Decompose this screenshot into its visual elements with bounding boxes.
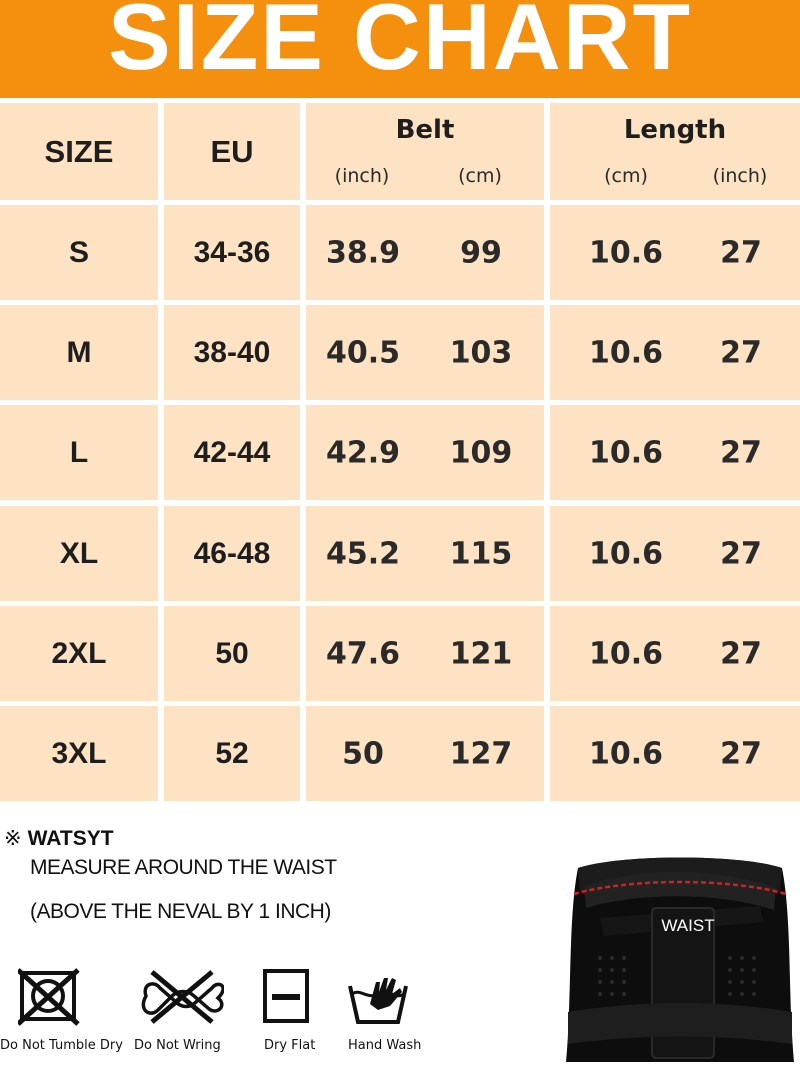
care-label-no-wring: Do Not Wring — [134, 1038, 221, 1053]
cell-eu-value: 46-48 — [193, 536, 271, 570]
header-belt-unit-cm: (cm) — [458, 165, 502, 187]
cell-belt-inch: 42.9 — [325, 435, 401, 470]
reference-mark: ※ — [4, 827, 22, 850]
cell-length: 10.6 27 — [550, 506, 800, 601]
cell-length-cm: 10.6 — [588, 536, 664, 571]
cell-size-value: S — [68, 235, 89, 269]
brand-line: ※ WATSYT — [4, 826, 114, 851]
cell-belt-cm: 121 — [449, 636, 513, 671]
cell-eu: 50 — [164, 606, 300, 701]
no-tumble-dry-icon — [18, 968, 80, 1026]
measure-instruction: MEASURE AROUND THE WAIST — [30, 856, 337, 879]
cell-belt-inch: 40.5 — [325, 335, 401, 370]
cell-size-value: 2XL — [51, 636, 107, 670]
cell-eu: 42-44 — [164, 405, 300, 500]
cell-eu-value: 34-36 — [193, 235, 271, 269]
cell-eu: 38-40 — [164, 305, 300, 400]
care-section: ※ WATSYT MEASURE AROUND THE WAIST (ABOVE … — [0, 802, 800, 1066]
brand-name: WATSYT — [27, 827, 114, 850]
cell-eu: 52 — [164, 706, 300, 801]
header-eu: EU — [164, 103, 300, 200]
cell-size: 3XL — [0, 706, 158, 801]
cell-eu-value: 42-44 — [193, 435, 271, 469]
header-belt-label: Belt — [395, 115, 455, 145]
header-belt: Belt (inch) (cm) — [306, 103, 544, 200]
cell-length: 10.6 27 — [550, 305, 800, 400]
cell-belt-cm: 127 — [449, 736, 513, 771]
care-label-no-tumble-dry: Do Not Tumble Dry — [0, 1038, 123, 1053]
cell-length-inch: 27 — [720, 536, 762, 571]
size-chart-banner: SIZE CHART — [0, 0, 800, 98]
cell-size: XL — [0, 506, 158, 601]
cell-belt-cm: 103 — [449, 335, 513, 370]
size-table: SIZE EU Belt (inch) (cm) Length (cm) (in… — [0, 98, 800, 802]
cell-eu-value: 38-40 — [193, 335, 271, 369]
cell-belt-inch: 50 — [342, 736, 384, 771]
cell-eu: 34-36 — [164, 205, 300, 300]
cell-belt: 40.5 103 — [306, 305, 544, 400]
waist-label: WAIST — [661, 916, 714, 935]
cell-size: S — [0, 205, 158, 300]
dry-flat-icon — [263, 969, 309, 1023]
cell-size: L — [0, 405, 158, 500]
hand-wash-icon — [348, 978, 408, 1024]
waist-trainer-image: WAIST — [566, 857, 794, 1062]
cell-length-cm: 10.6 — [588, 636, 664, 671]
cell-size-value: L — [69, 435, 89, 469]
cell-belt-inch: 47.6 — [325, 636, 401, 671]
cell-length-inch: 27 — [720, 235, 762, 270]
page-title: SIZE CHART — [108, 0, 692, 89]
care-label-hand-wash: Hand Wash — [348, 1038, 422, 1053]
header-length-unit-cm: (cm) — [604, 165, 648, 187]
measure-note: (ABOVE THE NEVAL BY 1 INCH) — [30, 900, 331, 923]
cell-eu: 46-48 — [164, 506, 300, 601]
cell-length: 10.6 27 — [550, 405, 800, 500]
cell-size-value: 3XL — [51, 736, 107, 770]
header-length-unit-inch: (inch) — [712, 165, 768, 187]
header-size: SIZE — [0, 103, 158, 200]
header-belt-unit-inch: (inch) — [334, 165, 390, 187]
cell-length-inch: 27 — [720, 636, 762, 671]
cell-length-cm: 10.6 — [588, 235, 664, 270]
cell-size: M — [0, 305, 158, 400]
header-eu-label: EU — [210, 133, 254, 169]
header-size-label: SIZE — [44, 133, 114, 169]
cell-belt: 42.9 109 — [306, 405, 544, 500]
cell-belt-cm: 115 — [449, 536, 513, 571]
cell-length: 10.6 27 — [550, 205, 800, 300]
care-label-dry-flat: Dry Flat — [264, 1038, 316, 1053]
cell-length-cm: 10.6 — [588, 335, 664, 370]
header-length-label: Length — [623, 115, 727, 145]
header-length: Length (cm) (inch) — [550, 103, 800, 200]
cell-eu-value: 52 — [215, 736, 249, 770]
cell-belt: 47.6 121 — [306, 606, 544, 701]
cell-belt-inch: 38.9 — [325, 235, 401, 270]
cell-belt: 38.9 99 — [306, 205, 544, 300]
cell-size-value: XL — [59, 536, 99, 570]
no-wring-icon — [141, 970, 224, 1024]
cell-size-value: M — [66, 335, 92, 369]
cell-length-cm: 10.6 — [588, 736, 664, 771]
cell-length-inch: 27 — [720, 335, 762, 370]
cell-length-inch: 27 — [720, 435, 762, 470]
cell-length: 10.6 27 — [550, 606, 800, 701]
cell-belt: 45.2 115 — [306, 506, 544, 601]
cell-length: 10.6 27 — [550, 706, 800, 801]
cell-length-cm: 10.6 — [588, 435, 664, 470]
cell-size: 2XL — [0, 606, 158, 701]
cell-belt: 50 127 — [306, 706, 544, 801]
cell-belt-inch: 45.2 — [325, 536, 401, 571]
cell-belt-cm: 99 — [460, 235, 502, 270]
cell-length-inch: 27 — [720, 736, 762, 771]
cell-belt-cm: 109 — [449, 435, 513, 470]
cell-eu-value: 50 — [215, 636, 249, 670]
